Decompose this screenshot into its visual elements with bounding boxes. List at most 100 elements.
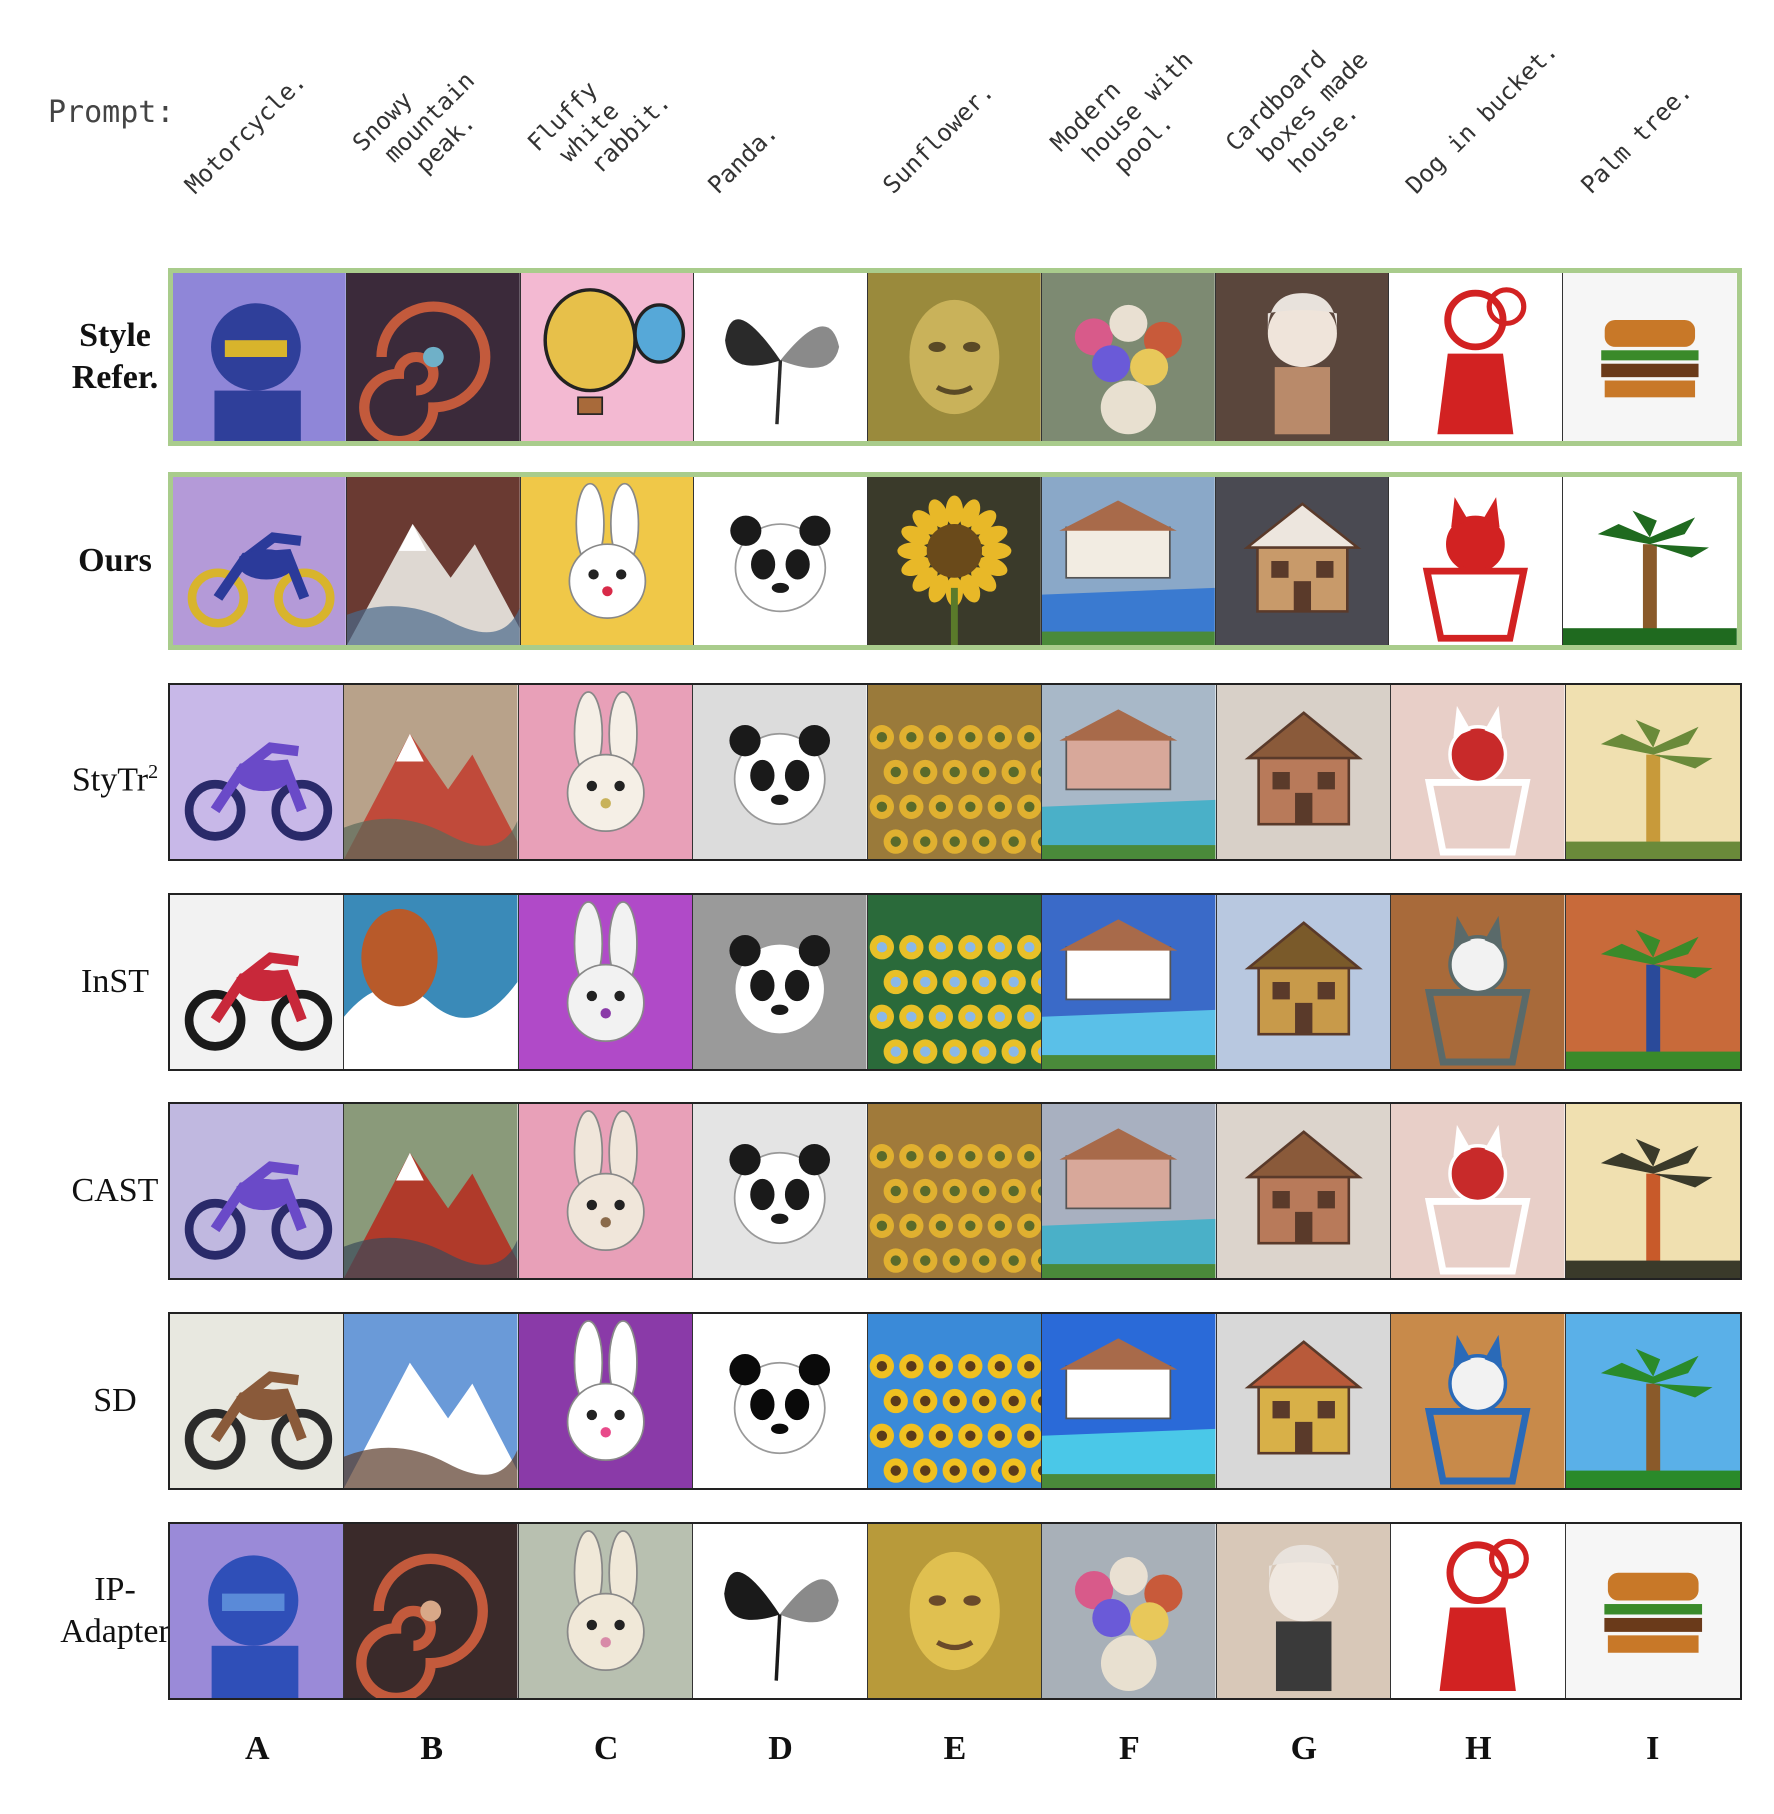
house-pool-icon	[1042, 1314, 1216, 1488]
row-label-line: Ours	[20, 540, 210, 582]
house-pool-icon	[1041, 477, 1215, 645]
column-letter-g: G	[1290, 1730, 1318, 1767]
thumbnail-e	[867, 685, 1043, 859]
column-letter-h: H	[1465, 1730, 1492, 1767]
prompt-text: Motorcycle.	[179, 67, 312, 200]
thumbnail-f	[1042, 1314, 1217, 1488]
rabbit-icon	[518, 1104, 693, 1278]
panda-icon	[693, 895, 867, 1069]
thumbnail-b	[346, 477, 521, 645]
row-frame	[168, 683, 1742, 861]
row-label-text: Adapter	[60, 1613, 170, 1650]
row-frame	[168, 893, 1742, 1071]
prompt-text: Palm tree.	[1575, 77, 1698, 200]
thumbnail-e	[868, 477, 1042, 645]
thumbnail-g	[1216, 1104, 1392, 1278]
thumbnail-c	[518, 1314, 694, 1488]
thumbnail-d	[693, 1104, 868, 1278]
doll-figure-icon	[1216, 1524, 1391, 1698]
row-frame	[168, 1312, 1742, 1490]
motorcycle-icon	[170, 1104, 344, 1278]
thumbnail-e	[867, 1314, 1043, 1488]
house-pool-icon	[1042, 895, 1216, 1069]
thumbnail-g	[1215, 477, 1390, 645]
row-label-line: StyTr2	[20, 751, 210, 801]
thumbnail-c	[518, 1524, 694, 1698]
prompt-text: Sunflower.	[877, 77, 1000, 200]
dog-bucket-icon	[1389, 477, 1563, 645]
pointillist-face-icon	[868, 273, 1041, 441]
mountain-icon	[344, 1314, 518, 1488]
thumbnail-b	[344, 685, 519, 859]
thumbnail-a	[173, 477, 347, 645]
column-letter-c: C	[593, 1730, 619, 1767]
thumbnail-g	[1215, 273, 1390, 441]
row-label-text: SD	[93, 1382, 137, 1419]
sunflower-field-icon	[867, 1104, 1042, 1278]
box-house-icon	[1216, 895, 1391, 1069]
motorcycle-icon	[170, 895, 344, 1069]
cyborg-portrait-icon	[173, 273, 346, 441]
rabbit-icon	[518, 685, 693, 859]
thumbnail-a	[170, 1314, 345, 1488]
thumbnail-d	[693, 1524, 868, 1698]
mountain-icon	[344, 685, 518, 859]
pixel-palm-icon	[1565, 895, 1740, 1069]
thumbnail-c	[520, 273, 695, 441]
row-label-line: CAST	[20, 1170, 210, 1212]
thumbnail-i	[1563, 273, 1737, 441]
swirl-galaxy-icon	[346, 273, 520, 441]
thumbnail-b	[344, 1524, 519, 1698]
thumbnail-e	[868, 273, 1042, 441]
thumbnail-b	[344, 1314, 519, 1488]
row-label: StyTr2	[20, 751, 210, 801]
rabbit-icon	[520, 477, 694, 645]
thumbnail-a	[170, 685, 345, 859]
thumbnail-b	[346, 273, 521, 441]
ink-butterfly-icon	[693, 1524, 867, 1698]
row-label-superscript: 2	[148, 761, 159, 783]
thumbnail-h	[1391, 1104, 1566, 1278]
motorcycle-icon	[173, 477, 346, 645]
row-label-text: StyTr	[71, 761, 149, 799]
hot-air-balloon-icon	[520, 273, 694, 441]
row-label-text: Style	[79, 317, 151, 354]
thumbnail-h	[1391, 685, 1566, 859]
thumbnail-i	[1565, 1524, 1740, 1698]
cartoon-rabbit-icon	[518, 1524, 693, 1698]
house-pool-icon	[1042, 685, 1216, 859]
row-label-line: SD	[20, 1380, 210, 1422]
palm-icon	[1565, 685, 1740, 859]
row-label: Style Refer.	[20, 315, 210, 399]
panda-icon	[694, 477, 868, 645]
panda-icon	[693, 1104, 867, 1278]
thumbnail-i	[1565, 1314, 1740, 1488]
sunflower-icon	[868, 477, 1041, 645]
house-pool-icon	[1042, 1104, 1216, 1278]
thumbnail-d	[694, 477, 869, 645]
thumbnail-h	[1391, 895, 1566, 1069]
sunflower-field-icon	[867, 895, 1042, 1069]
thumbnail-c	[518, 1104, 694, 1278]
dog-bucket-icon	[1391, 685, 1565, 859]
paper-cut-figure-icon	[1389, 273, 1563, 441]
prompt-text: Fluffy white rabbit.	[521, 75, 677, 200]
thumbnail-d	[693, 1314, 868, 1488]
thumbnail-c	[518, 685, 694, 859]
column-letter-d: D	[768, 1730, 793, 1767]
thumbnail-f	[1041, 477, 1216, 645]
paper-cut-figure-icon	[1391, 1524, 1565, 1698]
row-label: SD	[20, 1380, 210, 1422]
thumbnail-a	[170, 1104, 345, 1278]
row-label: Ours	[20, 540, 210, 582]
thumbnail-h	[1389, 273, 1564, 441]
pixel-palm-icon	[1565, 1314, 1740, 1488]
mountain-icon	[344, 1104, 518, 1278]
column-letter-i: I	[1646, 1730, 1660, 1767]
row-label-line: InST	[20, 961, 210, 1003]
row-label-text: InST	[81, 963, 149, 1000]
rabbit-icon	[518, 895, 693, 1069]
dog-bucket-icon	[1391, 1314, 1565, 1488]
thumbnail-e	[867, 1524, 1043, 1698]
thumbnail-i	[1565, 1104, 1740, 1278]
